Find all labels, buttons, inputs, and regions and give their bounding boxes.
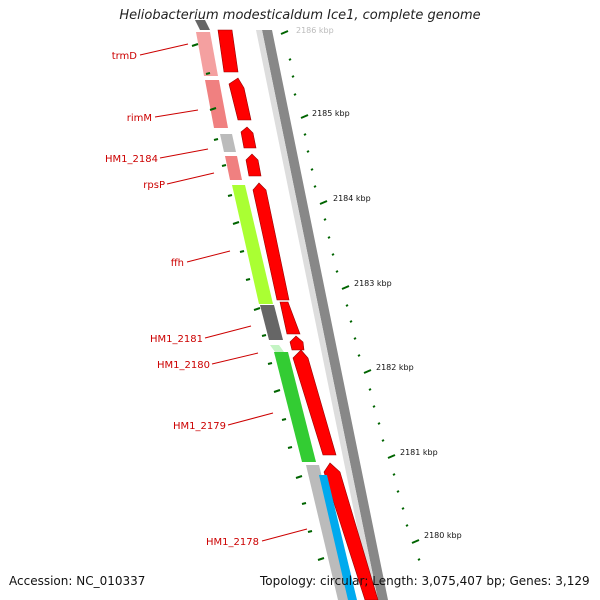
tick-label: 2182 kbp bbox=[376, 363, 414, 372]
gene-block-HM1_2184 bbox=[220, 134, 236, 152]
cds-arrow bbox=[289, 335, 305, 351]
cds-arrow bbox=[323, 462, 379, 600]
gene-track bbox=[196, 32, 357, 600]
gene-block-rpsP bbox=[225, 156, 242, 180]
label-leaders bbox=[139, 43, 308, 542]
genome-summary-text: Topology: circular; Length: 3,075,407 bp… bbox=[260, 574, 590, 588]
cds-arrow bbox=[240, 126, 257, 149]
cds-arrow bbox=[245, 153, 262, 177]
cds-arrow bbox=[217, 29, 239, 73]
scale-ticks bbox=[191, 30, 421, 561]
cds-arrow bbox=[252, 182, 290, 301]
tick-label: 2184 kbp bbox=[333, 194, 371, 203]
gene-label-HM1_2178: HM1_2178 bbox=[206, 537, 259, 548]
gene-label-trmD: trmD bbox=[112, 51, 138, 62]
cds-arrow bbox=[228, 77, 252, 121]
gene-label-HM1_2181: HM1_2181 bbox=[150, 334, 203, 345]
gene-label-rpsP: rpsP bbox=[143, 180, 165, 191]
gene-block-ffh bbox=[232, 185, 273, 304]
accession-text: Accession: NC_010337 bbox=[9, 574, 146, 588]
cds-arrow bbox=[279, 301, 301, 335]
gene-block-trmD bbox=[196, 32, 218, 76]
cds-track bbox=[217, 29, 379, 600]
tick-labels: 2186 kbp 2185 kbp 2184 kbp 2183 kbp 2182… bbox=[296, 26, 462, 540]
tick-label: 2180 kbp bbox=[424, 531, 462, 540]
gene-block-HM1_2180 bbox=[270, 345, 284, 352]
tick-label: 2181 kbp bbox=[400, 448, 438, 457]
gene-label-ffh: ffh bbox=[171, 258, 184, 269]
gene-block-HM1_2179 bbox=[274, 352, 316, 462]
gene-labels: trmD rimM HM1_2184 rpsP ffh HM1_2181 HM1… bbox=[105, 51, 259, 548]
tick-label: 2185 kbp bbox=[312, 109, 350, 118]
map-title: Heliobacterium modesticaldum Ice1, compl… bbox=[119, 8, 481, 23]
gene-label-HM1_2180: HM1_2180 bbox=[157, 360, 210, 371]
tick-label: 2186 kbp bbox=[296, 26, 334, 35]
gene-label-HM1_2179: HM1_2179 bbox=[173, 421, 226, 432]
gene-block-HM1_2181 bbox=[260, 305, 283, 340]
gene-label-HM1_2184: HM1_2184 bbox=[105, 154, 158, 165]
gene-block-rimM bbox=[205, 80, 228, 128]
transporter-block bbox=[319, 475, 357, 600]
backbone-track bbox=[195, 20, 388, 600]
cds-arrow bbox=[292, 349, 337, 456]
tick-label: 2183 kbp bbox=[354, 279, 392, 288]
gene-label-rimM: rimM bbox=[127, 113, 152, 124]
